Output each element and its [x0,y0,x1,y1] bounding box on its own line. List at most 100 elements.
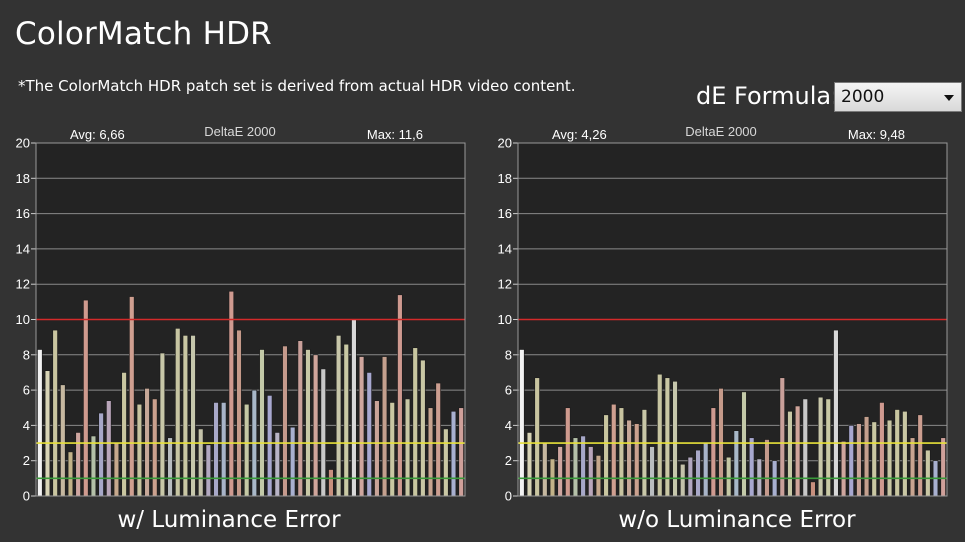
bar [871,421,877,497]
bar [794,405,801,497]
bar [641,409,648,497]
plot-frame [517,142,948,497]
bar [611,403,617,497]
bar [626,419,632,497]
bar [205,444,212,497]
chart-title: DeltaE 2000 [204,124,276,139]
bar [572,437,579,497]
bar [221,402,227,497]
bar [549,458,556,497]
bar [351,319,357,497]
bar [381,356,388,497]
y-tick-label: 2 [23,453,30,468]
bar [450,410,457,497]
plot-frame [35,142,466,497]
chart-2: 0 2 4 6 8 10 12 14 16 18 20 Avg: 4,26 DeltaE 2000 Max… [498,124,948,533]
bar [603,414,609,497]
bar [190,335,196,497]
bar [90,435,97,497]
bar [389,402,395,497]
bar [75,432,81,497]
bar [649,446,655,497]
bar [83,299,89,497]
bar [710,407,717,497]
page-title: ColorMatch HDR [15,16,272,52]
bar [420,359,426,497]
avg-label: Avg: 6,66 [70,127,125,142]
bar [358,356,365,497]
bar [588,446,594,497]
bar [458,407,464,497]
bar [44,370,51,497]
bar [335,335,342,497]
y-tick-label: 12 [498,277,512,292]
y-tick-label: 12 [16,277,30,292]
bar [925,449,931,497]
bar [136,403,143,497]
bar [113,442,120,497]
bar [856,423,862,497]
bar [297,340,303,497]
bar [917,414,923,497]
bar [909,437,916,497]
bar [305,349,311,497]
bar [695,449,701,497]
bar [519,349,525,497]
bar [634,423,640,497]
bar [787,410,793,497]
bar [159,352,166,497]
bar [863,416,870,497]
de-formula-select[interactable]: 2000 [834,82,962,112]
bar [833,329,839,497]
bar [289,426,296,497]
bar [810,481,816,497]
bar [236,329,242,497]
y-tick-label: 18 [16,171,30,186]
y-tick-label: 10 [16,312,30,327]
bar [565,407,571,497]
patch-set-note: *The ColorMatch HDR patch set is derived… [18,77,576,95]
bar [443,428,449,497]
y-tick-label: 16 [498,206,512,221]
bar [725,456,732,497]
bar [60,384,66,497]
bar [764,439,770,497]
bar [98,412,104,497]
bar [320,368,326,497]
y-tick-label: 14 [16,241,30,256]
bar [182,335,189,497]
y-tick-label: 2 [505,453,512,468]
bar [680,463,686,497]
bar [121,372,127,497]
bar [274,432,280,497]
bar [894,409,900,497]
bar [213,402,219,497]
y-tick-label: 0 [505,489,512,504]
bar [52,329,58,497]
bar [266,395,273,497]
bar [840,440,847,497]
bar [618,407,625,497]
max-label: Max: 11,6 [367,127,423,142]
bar [343,343,349,497]
y-tick-label: 10 [498,312,512,327]
bar [397,294,403,497]
bar [718,388,724,497]
de-formula-value: 2000 [841,87,885,107]
x-axis-label: w/o Luminance Error [618,507,856,533]
bar [259,349,265,497]
y-tick-label: 16 [16,206,30,221]
y-tick-label: 0 [23,489,30,504]
max-label: Max: 9,48 [848,127,905,142]
bar [374,400,380,497]
bar [802,398,808,497]
y-tick-label: 8 [23,347,30,362]
bar [848,425,854,497]
y-tick-label: 14 [498,241,512,256]
avg-label: Avg: 4,26 [552,127,607,142]
bar [366,372,372,497]
bar [243,403,250,497]
bar [412,347,418,497]
chart-title: DeltaE 2000 [685,124,757,139]
